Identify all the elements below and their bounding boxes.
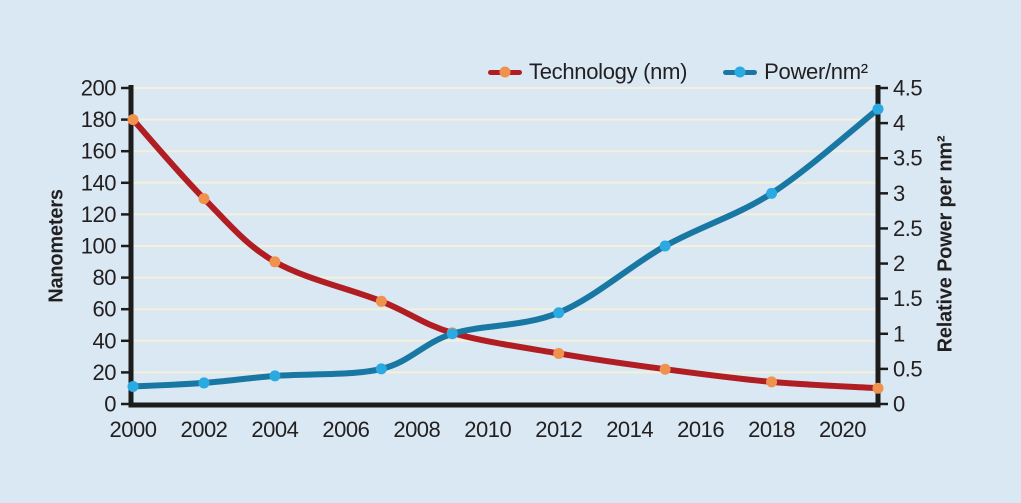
left-tick-label: 40 (93, 328, 117, 353)
legend: Technology (nm) Power/nm² (488, 59, 868, 85)
power-data-point (375, 363, 387, 375)
power-line-swatch (723, 66, 758, 78)
x-tick-label: 2018 (748, 417, 795, 442)
x-tick-label: 2020 (819, 417, 866, 442)
left-axis-title: Nanometers (45, 189, 68, 303)
right-tick-label: 0 (893, 392, 905, 417)
right-tick-label: 2 (893, 251, 905, 276)
right-tick-label: 4.5 (893, 76, 922, 101)
x-tick-label: 2006 (322, 417, 369, 442)
power-data-point (127, 380, 139, 392)
right-tick-label: 3.5 (893, 146, 922, 171)
technology-data-point (375, 295, 387, 307)
technology-data-point (553, 347, 565, 359)
right-tick-label: 4 (893, 111, 905, 136)
power-data-point (766, 187, 778, 199)
x-tick-label: 2008 (393, 417, 440, 442)
legend-label-technology: Technology (nm) (529, 59, 688, 84)
power-data-point (198, 377, 210, 389)
legend-label-power: Power/nm² (764, 59, 868, 84)
right-tick-label: 3 (893, 181, 905, 206)
technology-marker-dot (499, 66, 511, 78)
technology-line (130, 116, 881, 392)
x-tick-label: 2002 (180, 417, 227, 442)
technology-line-swatch (488, 66, 522, 78)
power-line (130, 106, 881, 390)
left-tick-label: 140 (81, 170, 116, 195)
right-tick-label: 1 (893, 321, 905, 346)
left-tick-label: 0 (104, 392, 116, 417)
left-tick-label: 60 (93, 297, 117, 322)
power-data-point (872, 103, 884, 115)
x-tick-label: 2014 (606, 417, 653, 442)
left-tick-label: 100 (81, 234, 116, 259)
legend-item-power: Power/nm² (723, 59, 868, 85)
technology-data-point (659, 363, 671, 375)
power-data-point (553, 307, 565, 319)
left-tick-label: 160 (81, 139, 116, 164)
x-tick-label: 2004 (251, 417, 298, 442)
left-tick-label: 20 (93, 360, 117, 385)
technology-data-point (198, 193, 210, 205)
power-data-point (659, 240, 671, 252)
technology-data-point (127, 114, 139, 126)
x-tick-label: 2012 (535, 417, 582, 442)
left-tick-label: 180 (81, 107, 116, 132)
left-tick-label: 80 (93, 265, 117, 290)
right-tick-label: 2.5 (893, 216, 922, 241)
right-tick-label: 0.5 (893, 356, 922, 381)
technology-data-point (766, 376, 778, 388)
x-tick-label: 2000 (110, 417, 157, 442)
x-tick-label: 2016 (677, 417, 724, 442)
power-marker-dot (734, 66, 746, 78)
left-tick-label: 200 (81, 76, 116, 101)
technology-data-point (269, 256, 281, 268)
left-tick-label: 120 (81, 202, 116, 227)
power-data-point (269, 370, 281, 382)
power-data-point (446, 328, 458, 340)
right-tick-label: 1.5 (893, 286, 922, 311)
right-axis-title: Relative Power per nm² (934, 135, 957, 353)
x-tick-label: 2010 (464, 417, 511, 442)
legend-item-technology: Technology (nm) (488, 59, 687, 85)
technology-data-point (872, 382, 884, 394)
